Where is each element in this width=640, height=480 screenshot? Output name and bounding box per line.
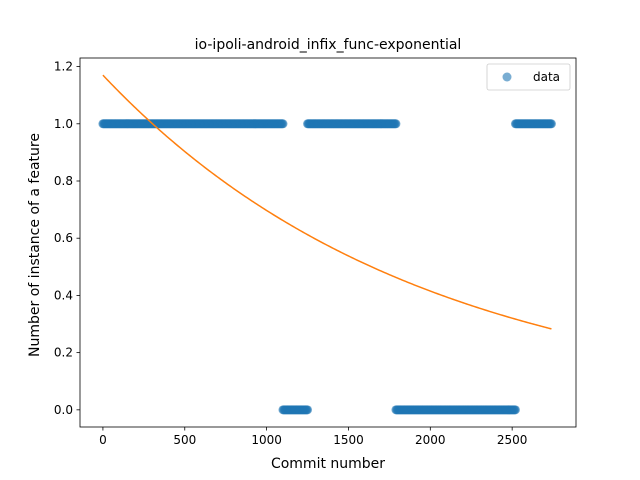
y-tick-label: 0.6 xyxy=(54,231,73,245)
y-tick-label: 1.0 xyxy=(54,117,73,131)
y-axis-label: Number of instance of a feature xyxy=(27,133,43,357)
axes-frame xyxy=(79,57,577,428)
x-tick-label: 0 xyxy=(99,433,107,447)
legend-box xyxy=(486,63,571,91)
data-point xyxy=(546,119,556,129)
chart-title: io-ipoli-android_infix_func-exponential xyxy=(195,37,462,53)
data-series-points xyxy=(98,119,556,415)
x-tick-label: 1500 xyxy=(333,433,364,447)
y-tick-label: 1.2 xyxy=(54,60,73,74)
legend-label: data xyxy=(533,70,560,84)
x-tick-label: 1000 xyxy=(251,433,282,447)
legend: data xyxy=(486,63,571,91)
data-point xyxy=(278,119,288,129)
legend-marker xyxy=(502,72,512,82)
fit-line xyxy=(102,74,552,330)
x-tick-label: 2500 xyxy=(497,433,528,447)
data-point xyxy=(510,405,520,415)
axes: 0 500 1000 1500 2000 2500 0.0 0.2 0.4 0.6 0.8 1.0 1.… xyxy=(54,57,577,447)
x-tick-label: 2000 xyxy=(415,433,446,447)
data-point xyxy=(303,405,313,415)
plot-area xyxy=(98,74,556,415)
y-tick-label: 0.0 xyxy=(54,403,73,417)
y-tick-label: 0.8 xyxy=(54,174,73,188)
data-point xyxy=(391,119,401,129)
x-axis-label: Commit number xyxy=(271,456,385,472)
y-tick-label: 0.4 xyxy=(54,288,73,302)
y-tick-label: 0.2 xyxy=(54,346,73,360)
x-tick-label: 500 xyxy=(173,433,196,447)
